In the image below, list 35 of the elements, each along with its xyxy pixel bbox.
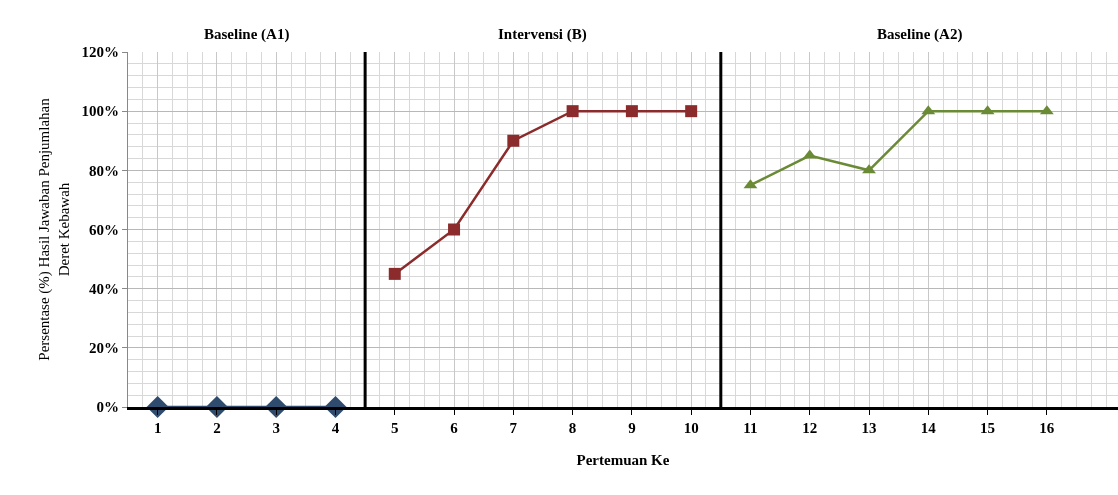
- y-tick-label: 20%: [89, 340, 119, 357]
- y-tick-label: 120%: [81, 44, 119, 61]
- point: [388, 267, 401, 280]
- y-tick-label: 60%: [89, 221, 119, 238]
- x-tick-label: 3: [272, 420, 280, 436]
- text: Baseline (A2): [877, 26, 963, 43]
- y-tick-label: 100%: [81, 103, 119, 120]
- x-tick-label: 1: [153, 420, 162, 436]
- x-tick-label: 5: [391, 420, 399, 436]
- point: [625, 105, 638, 118]
- x-tick-label: 7: [509, 420, 518, 436]
- y-tick-label: 40%: [89, 280, 119, 297]
- text: Intervensi (B): [498, 26, 587, 43]
- x-tick-label: 11: [743, 420, 758, 436]
- x-tick-label: 16: [1039, 420, 1055, 436]
- point: [566, 105, 579, 118]
- y-tick-label: 80%: [89, 162, 119, 179]
- y-axis-title: Persentase (%) Hasil Jawaban Penjumlahan Deret Kebawah: [36, 97, 72, 361]
- point: [507, 134, 520, 147]
- x-tick-label: 12: [802, 420, 818, 436]
- point: [862, 164, 876, 174]
- text: Baseline (A1): [204, 26, 290, 43]
- x-tick-label: 9: [628, 420, 636, 436]
- x-tick-label: 15: [980, 420, 996, 436]
- y-tick-label: 0%: [96, 399, 119, 416]
- x-tick-label: 14: [920, 420, 937, 436]
- x-tick-label: 8: [568, 420, 577, 436]
- point: [448, 223, 461, 236]
- x-tick-label: 10: [683, 420, 699, 436]
- x-tick-label: 6: [450, 420, 459, 436]
- x-tick-label: 2: [213, 420, 221, 436]
- point: [685, 105, 698, 118]
- x-tick-label: 13: [861, 420, 877, 436]
- x-axis-title: Pertemuan Ke: [576, 452, 670, 468]
- x-tick-label: 4: [331, 420, 340, 436]
